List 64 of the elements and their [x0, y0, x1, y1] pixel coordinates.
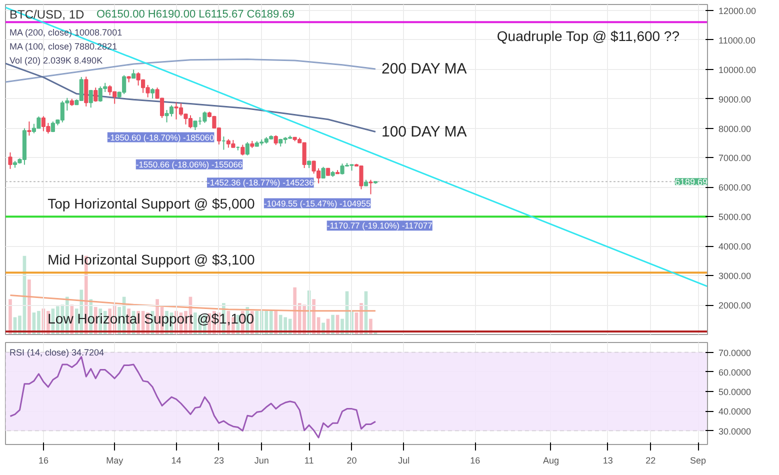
y-tick-label: 40.0000 — [718, 406, 752, 417]
candlestick — [240, 144, 245, 156]
annotation: -1170.77 (-19.10%) -117077 — [326, 220, 433, 231]
annotation: -1550.66 (-18.06%) -155066 — [136, 159, 243, 170]
annotation: MA (200, close) 10008.7001 — [10, 28, 122, 38]
bar — [8, 299, 12, 334]
bar — [331, 314, 334, 334]
y-tick-label: 70.0000 — [718, 348, 752, 358]
line-series — [6, 58, 376, 83]
y-tick-label: 12000.00 — [718, 6, 756, 16]
ref-line-label: Low Horizontal Support @$1,100 — [48, 310, 254, 327]
annotation: -1850.60 (-18.70%) -185060 — [107, 132, 214, 142]
y-tick-label: 50.0000 — [718, 387, 752, 398]
x-tick-label: Jul — [398, 456, 410, 466]
x-tick-label: 13 — [602, 456, 613, 466]
y-tick-label: 11000.00 — [718, 35, 756, 46]
candlestick — [245, 142, 250, 156]
x-tick-label: 16 — [38, 456, 48, 466]
y-tick-label: 10000.00 — [718, 64, 756, 75]
y-tick-label: 6000.00 — [718, 182, 752, 193]
annotation: RSI (14, close) 34.7204 — [10, 348, 104, 358]
y-tick-label: 5000.00 — [718, 212, 752, 222]
candlestick — [193, 120, 198, 131]
x-tick-label: 22 — [646, 456, 656, 466]
y-tick-label: 3000.00 — [718, 271, 752, 282]
ref-line-label: Quadruple Top @ $11,600 ?? — [496, 28, 680, 44]
candlestick — [88, 89, 93, 108]
x-tick-label: Aug — [542, 456, 559, 466]
ref-line-label: Top Horizontal Support @ $5,000 — [48, 196, 256, 212]
candlestick — [202, 110, 207, 124]
ref-line-label: Mid Horizontal Support @ $3,100 — [48, 252, 256, 268]
x-tick-label: 14 — [171, 456, 182, 466]
x-tick-label: 23 — [214, 456, 224, 466]
x-tick-label: Jun — [254, 456, 269, 466]
x-tick-label: May — [106, 456, 124, 466]
y-tick-label: 9000.00 — [718, 94, 752, 104]
ref-line-label: 6189.69 — [674, 177, 708, 188]
x-tick-label: Sep — [690, 456, 706, 466]
candlestick — [274, 134, 278, 146]
candlestick — [321, 166, 326, 179]
y-tick-label: 30.0000 — [718, 426, 752, 436]
annotation: -1049.55 (-15.47%) -104955 — [264, 198, 371, 208]
series-label: 200 DAY MA — [381, 60, 467, 78]
y-tick-label: 2000.00 — [718, 300, 752, 311]
candlestick — [27, 120, 32, 136]
candlestick — [8, 152, 12, 170]
y-tick-label: 60.0000 — [718, 367, 752, 378]
candlestick — [94, 87, 98, 102]
bar — [274, 310, 278, 334]
x-tick-label: 16 — [470, 456, 480, 466]
x-tick-label: 11 — [304, 456, 314, 466]
annotation: Vol (20) 2.039K 8.490K — [10, 56, 103, 66]
y-tick-label: 4000.00 — [718, 242, 752, 252]
candlestick — [84, 76, 88, 107]
y-tick-label: 8000.00 — [718, 124, 752, 134]
series-label: 100 DAY MA — [381, 123, 467, 140]
line-series — [9, 356, 376, 438]
candlestick — [150, 88, 155, 99]
chart-subtitle: O6150.00 H6190.00 L6115.67 C6189.69 — [96, 8, 294, 20]
candlestick — [368, 179, 373, 195]
y-tick-label: 7000.00 — [718, 153, 752, 164]
bar — [28, 280, 31, 334]
annotation: -1452.36 (-18.77%) -145236 — [207, 178, 314, 188]
x-tick-label: 20 — [346, 456, 357, 466]
